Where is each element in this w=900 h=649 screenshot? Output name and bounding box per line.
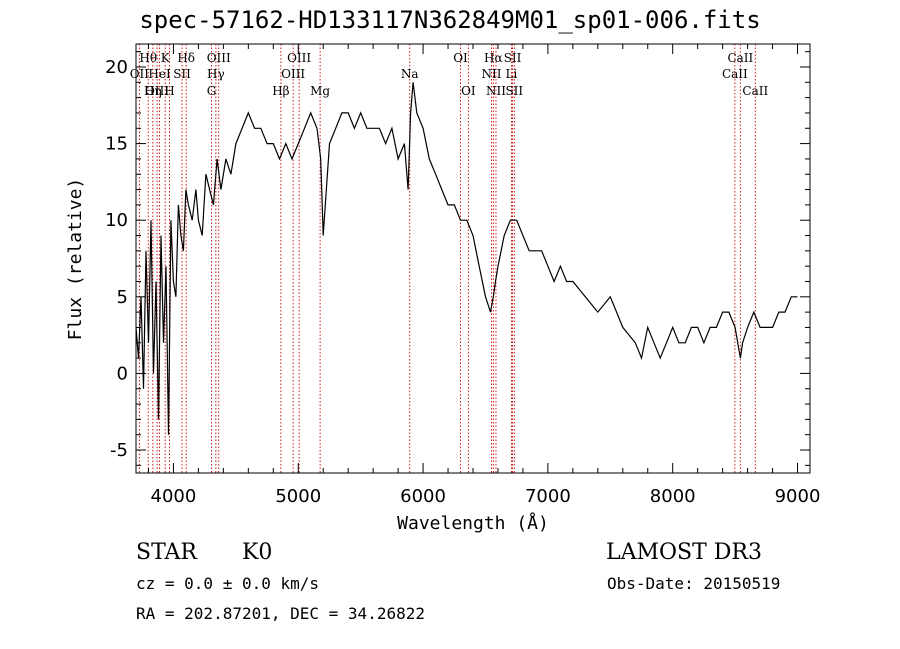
x-tick-label: 5000 (275, 486, 321, 507)
line-label: Hβ (272, 84, 289, 98)
line-label: CaII (722, 67, 748, 81)
axes: 4000 5000 6000 7000 8000 9000 -5 0 5 10 15 20 (105, 44, 820, 507)
line-label: SII (173, 67, 191, 81)
line-label: SII (504, 51, 522, 65)
y-tick-label: 15 (105, 134, 128, 155)
line-label: SII (505, 84, 523, 98)
line-label: OIII (287, 51, 311, 65)
line-label: G (207, 84, 217, 98)
object-subclass: K0 (242, 540, 273, 565)
line-label: OIII (145, 84, 169, 98)
line-label: Li (506, 67, 518, 81)
obs-date: Obs-Date: 20150519 (607, 574, 781, 593)
x-axis-label: Wavelength (Å) (397, 512, 549, 534)
line-label: Hδ (177, 51, 195, 65)
y-tick-label: -5 (110, 440, 128, 461)
line-label: H (164, 84, 174, 98)
x-tick-label: 7000 (525, 486, 571, 507)
velocity: cz = 0.0 ± 0.0 km/s (136, 574, 320, 593)
y-axis-label: Flux (relative) (65, 178, 86, 341)
object-class: STAR (136, 540, 197, 565)
line-markers (138, 44, 756, 473)
x-tick-label: 4000 (151, 486, 197, 507)
line-label: Mg (310, 84, 330, 98)
chart-title: spec-57162-HD133117N362849M01_sp01-006.f… (139, 6, 761, 34)
x-tick-label: 9000 (775, 486, 821, 507)
line-label: Hγ (207, 67, 225, 81)
line-label: OI (453, 51, 468, 65)
y-tick-label: 20 (105, 57, 128, 78)
line-label: CaII (727, 51, 753, 65)
x-tick-label: 6000 (400, 486, 446, 507)
y-tick-label: 10 (105, 210, 128, 231)
line-label: OIII (207, 51, 231, 65)
line-label: Na (401, 67, 419, 81)
plot-frame (135, 43, 811, 474)
line-label: OIII (281, 67, 305, 81)
coordinates: RA = 202.87201, DEC = 34.26822 (136, 604, 425, 623)
line-label: OI (461, 84, 476, 98)
line-label: K (161, 51, 171, 65)
line-label: OII (130, 67, 150, 81)
line-label: CaII (742, 84, 768, 98)
spectrum-line (135, 82, 798, 435)
line-label: NII (486, 84, 506, 98)
survey-name: LAMOST DR3 (606, 540, 762, 565)
line-label: HeI (148, 67, 171, 81)
line-label: Hα (484, 51, 503, 65)
line-label: Hθ (139, 51, 157, 65)
line-label: NII (481, 67, 501, 81)
line-label: Hη (144, 84, 162, 98)
x-tick-label: 8000 (650, 486, 696, 507)
y-tick-label: 0 (117, 363, 128, 384)
y-tick-label: 5 (117, 287, 128, 308)
